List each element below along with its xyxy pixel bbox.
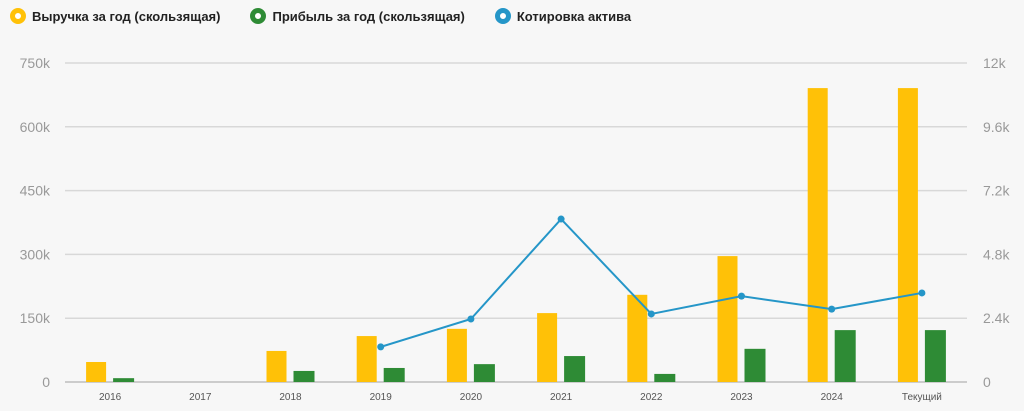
left-axis-tick: 750k — [20, 55, 51, 71]
revenue-bar — [897, 88, 918, 382]
quote-line — [380, 217, 923, 348]
left-axis-tick: 450k — [20, 183, 51, 199]
legend-item-profit[interactable]: Прибыль за год (скользящая) — [250, 8, 465, 24]
x-axis-tick: 2020 — [460, 392, 483, 403]
right-axis-tick: 9.6k — [983, 119, 1010, 135]
chart-legend: Выручка за год (скользящая) Прибыль за г… — [10, 8, 631, 24]
quote-point — [647, 310, 655, 318]
x-axis-tick: Текущий — [902, 392, 942, 403]
x-axis-tick: 2021 — [550, 392, 573, 403]
legend-label: Котировка актива — [516, 8, 632, 24]
right-axis-tick: 12k — [983, 55, 1007, 71]
profit-bar — [924, 330, 946, 382]
x-axis-tick: 2018 — [279, 392, 302, 403]
revenue-legend-marker-icon — [10, 8, 26, 24]
quote-point — [738, 292, 745, 300]
x-axis-tick: 2024 — [821, 392, 844, 403]
revenue-bar — [356, 336, 377, 382]
x-axis-tick: 2019 — [370, 392, 393, 403]
x-axis-tick: 2023 — [730, 392, 753, 403]
revenue-bar — [537, 313, 558, 382]
left-axis-tick: 300k — [20, 246, 51, 262]
x-axis-tick: 2016 — [99, 392, 122, 403]
quote-point — [828, 305, 836, 313]
revenue-bar — [446, 328, 467, 382]
legend-label: Выручка за год (скользящая) — [32, 8, 221, 24]
right-axis-tick: 2.4k — [983, 310, 1010, 326]
revenue-bar — [717, 256, 738, 382]
profit-bar — [113, 378, 135, 382]
legend-item-quote[interactable]: Котировка актива — [494, 8, 632, 24]
revenue-bar — [266, 350, 287, 382]
profit-legend-marker-icon — [250, 8, 267, 24]
revenue-bar — [627, 294, 648, 382]
quote-legend-marker-icon — [494, 8, 511, 24]
quote-point — [467, 315, 475, 323]
profit-bar — [744, 348, 766, 382]
legend-label: Прибыль за год (скользящая) — [272, 8, 465, 24]
left-axis-tick: 0 — [42, 374, 50, 390]
quote-point — [918, 289, 926, 297]
x-axis-tick: 2017 — [189, 392, 212, 403]
profit-bar — [564, 356, 586, 382]
profit-bar — [473, 364, 495, 382]
profit-bar — [293, 370, 315, 382]
x-axis-tick: 2022 — [640, 392, 663, 403]
left-axis-tick: 600k — [20, 119, 51, 135]
right-axis-tick: 7.2k — [983, 183, 1010, 199]
quote-point — [557, 215, 565, 223]
right-axis-tick: 0 — [983, 374, 991, 390]
profit-bar — [383, 367, 405, 382]
quote-point — [377, 343, 385, 351]
right-axis-tick: 4.8k — [983, 246, 1010, 262]
revenue-bar — [86, 362, 107, 382]
left-axis-tick: 150k — [20, 310, 51, 326]
legend-item-revenue[interactable]: Выручка за год (скользящая) — [10, 8, 220, 24]
revenue-bar — [807, 88, 828, 382]
profit-bar — [834, 330, 856, 382]
profit-bar — [654, 373, 676, 382]
